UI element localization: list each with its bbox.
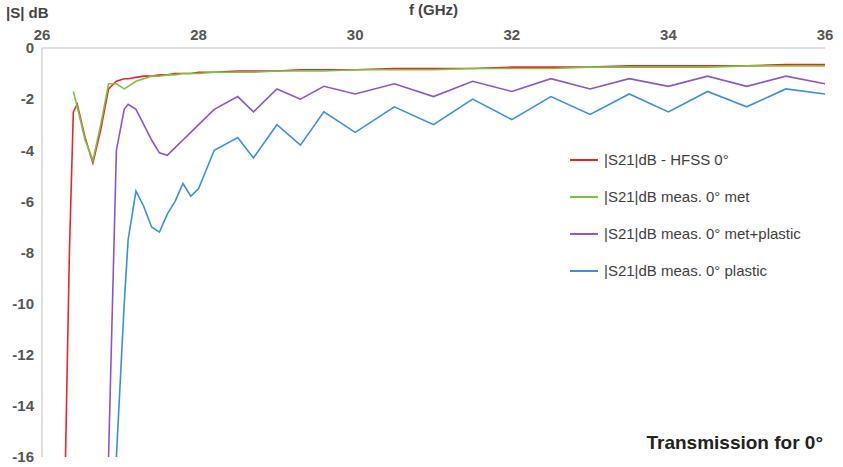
html-text:|S| dB: |S| dB — [6, 4, 49, 21]
svg-text:-16: -16 — [12, 448, 34, 465]
svg-text:-4: -4 — [21, 142, 35, 159]
svg-text:-14: -14 — [12, 397, 34, 414]
svg-text:26: 26 — [34, 26, 51, 43]
html-text:|S21|dB meas. 0° met: |S21|dB meas. 0° met — [604, 188, 750, 205]
svg-text:-8: -8 — [21, 244, 34, 261]
html-text:Transmission for 0°: Transmission for 0° — [646, 432, 823, 453]
svg-text:28: 28 — [190, 26, 207, 43]
html-text:|S21|dB meas. 0° plastic: |S21|dB meas. 0° plastic — [604, 262, 767, 279]
svg-text:36: 36 — [817, 26, 834, 43]
svg-text:f (GHz): f (GHz) — [409, 1, 458, 18]
svg-text:30: 30 — [347, 26, 364, 43]
svg-text:0: 0 — [26, 39, 34, 56]
svg-text:-12: -12 — [12, 346, 34, 363]
svg-text:34: 34 — [660, 26, 677, 43]
svg-text:-2: -2 — [21, 90, 34, 107]
svg-text:-6: -6 — [21, 193, 34, 210]
html-text:|S21|dB - HFSS 0°: |S21|dB - HFSS 0° — [604, 151, 729, 168]
svg-text:32: 32 — [503, 26, 520, 43]
html-text:|S21|dB meas. 0° met+plastic: |S21|dB meas. 0° met+plastic — [604, 225, 801, 242]
svg-text:-10: -10 — [12, 295, 34, 312]
